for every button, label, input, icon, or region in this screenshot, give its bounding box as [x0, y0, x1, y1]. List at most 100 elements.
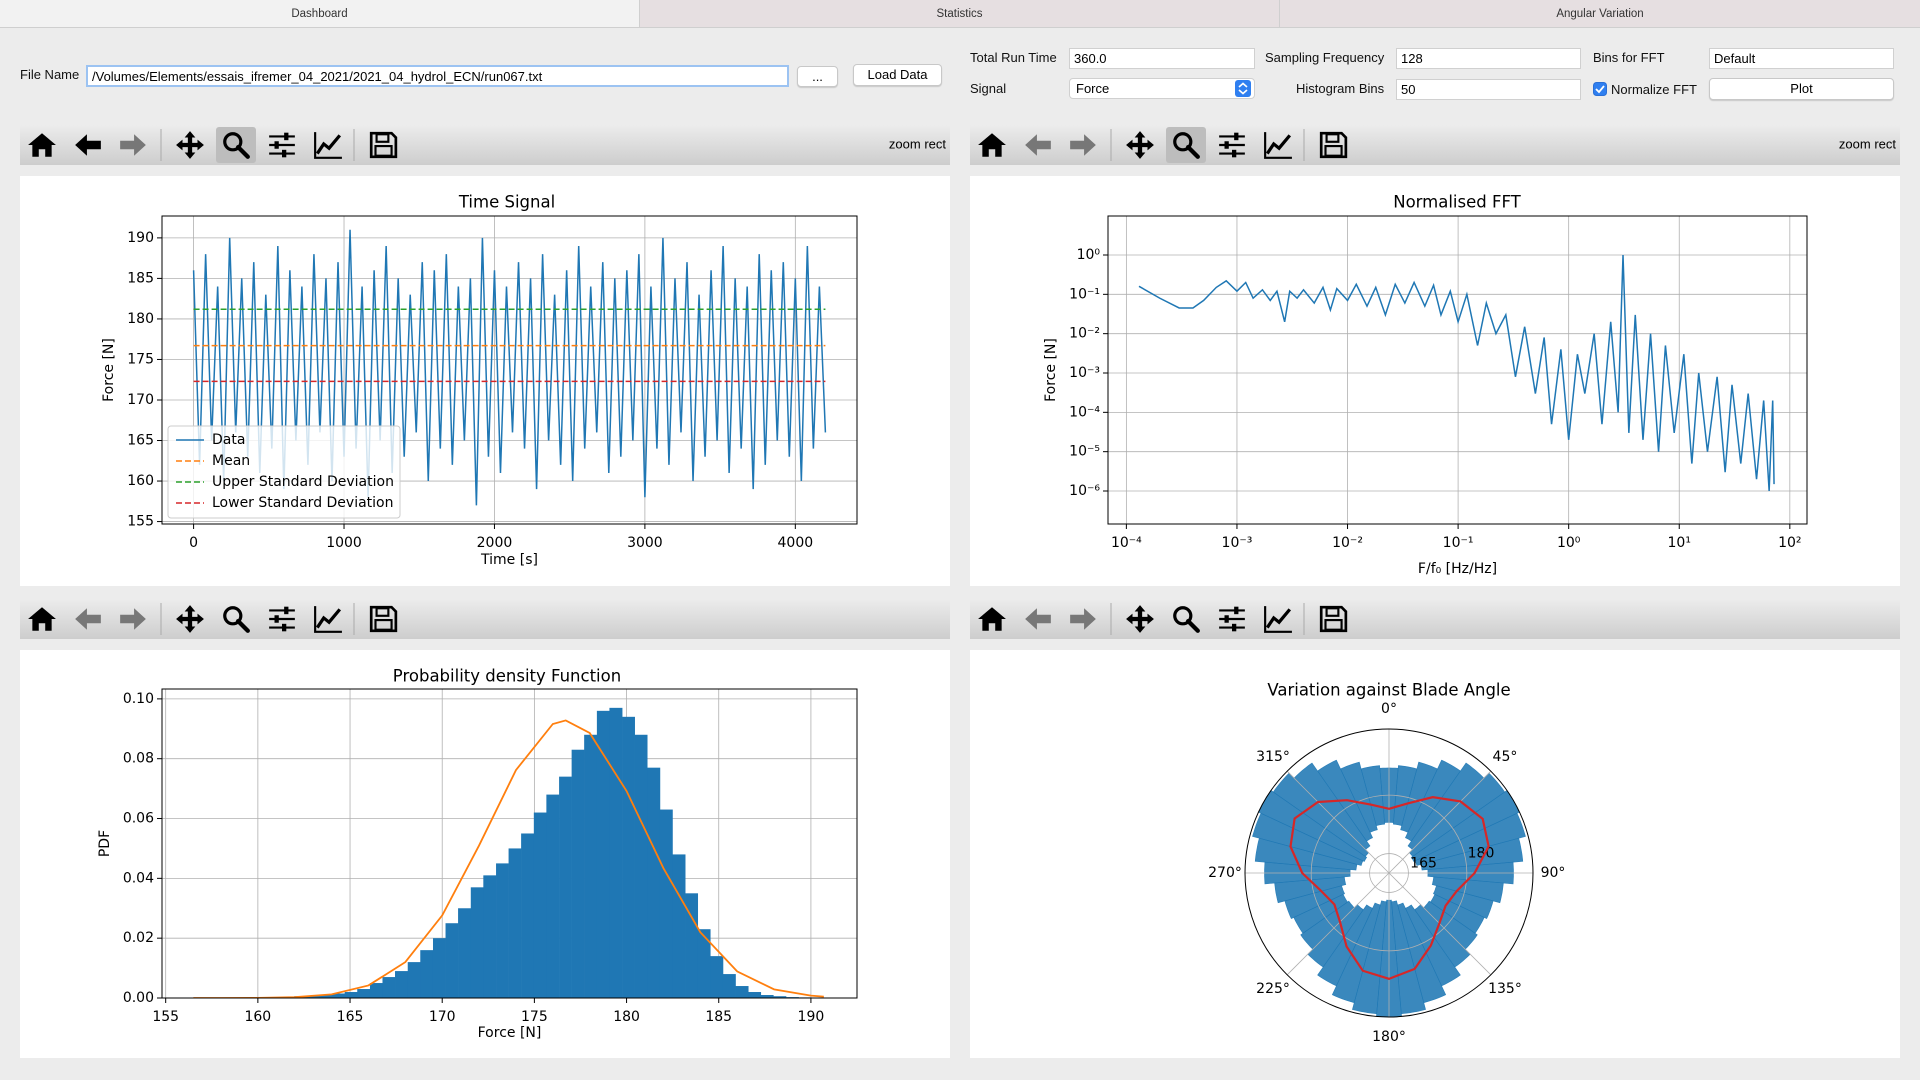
x-tick-label: 0: [189, 535, 198, 551]
histogram-bar: [571, 749, 585, 998]
axes-frame: [1107, 215, 1808, 525]
x-axis-label: Force [N]: [478, 1025, 542, 1041]
histogram-bar: [596, 710, 610, 998]
toolbar: [970, 599, 1900, 639]
y-tick-label: 10⁰: [1077, 247, 1101, 263]
histogram-bar: [647, 767, 661, 998]
grid-spoke: [1286, 872, 1390, 976]
mean-curve: [1289, 796, 1490, 981]
legend-label: Data: [212, 432, 245, 448]
histogram-bar: [483, 875, 497, 998]
chart-title: Probability density Function: [393, 667, 621, 686]
tab[interactable]: Angular Variation: [1280, 0, 1920, 28]
angle-label: 315°: [1256, 749, 1290, 765]
checkbox-box: [1593, 82, 1607, 96]
histogram-bar: [722, 974, 736, 998]
scatter-band: [1300, 900, 1355, 950]
x-tick-label: 3000: [627, 535, 663, 551]
y-tick-label: 165: [127, 433, 154, 449]
density-curve: [193, 719, 824, 998]
x-tick-label: 10⁰: [1557, 535, 1581, 551]
x-tick-label: 180: [613, 1009, 640, 1025]
series-line: [1138, 254, 1775, 492]
file-name-input[interactable]: /Volumes/Elements/essais_ifremer_04_2021…: [86, 65, 789, 87]
grid-circle: [1369, 853, 1409, 893]
histogram-bar: [533, 812, 547, 998]
scatter-band: [1317, 904, 1373, 987]
y-tick-label: 10⁻⁶: [1069, 483, 1100, 499]
histogram-bar: [710, 956, 724, 998]
toolbar-mode: zoom rect: [889, 136, 946, 151]
scatter-band: [1414, 812, 1526, 866]
fft-bins-input[interactable]: Default: [1709, 48, 1894, 69]
x-tick-label: 4000: [778, 535, 814, 551]
scatter-band: [1431, 876, 1504, 904]
histogram-bar: [458, 908, 472, 998]
angle-label: 225°: [1256, 981, 1290, 997]
checkbox[interactable]: [1593, 82, 1607, 96]
plot-button[interactable]: Plot: [1709, 78, 1894, 100]
x-tick-label: 10⁻¹: [1443, 535, 1474, 551]
histogram-bar: [609, 707, 623, 998]
y-tick-label: 170: [127, 392, 154, 408]
scatter-band: [1352, 900, 1387, 1015]
histogram-bar: [584, 734, 598, 998]
toolbar: zoom rect: [20, 125, 950, 165]
load-button[interactable]: Load Data: [853, 64, 942, 86]
run-time-input[interactable]: 360.0: [1069, 48, 1255, 69]
subplots-button[interactable]: [268, 605, 296, 633]
toolbar-bg: [970, 599, 1900, 639]
x-tick-label: 10²: [1778, 535, 1801, 551]
subplots-button[interactable]: [268, 131, 296, 159]
toolbar-bg: [20, 599, 950, 639]
field-label: Sampling Frequency: [1265, 50, 1385, 65]
x-axis-label: Time [s]: [480, 552, 538, 568]
angle-label: 180°: [1372, 1029, 1406, 1045]
legend-label: Lower Standard Deviation: [212, 495, 394, 511]
histogram-bar: [395, 971, 409, 998]
active-tool: [216, 127, 256, 163]
subplots-button[interactable]: [1218, 131, 1246, 159]
tab[interactable]: Dashboard: [0, 0, 640, 28]
scatter-band: [1420, 837, 1524, 871]
x-axis-label: F/f₀ [Hz/Hz]: [1418, 561, 1497, 577]
histogram-bins-input[interactable]: 50: [1396, 79, 1581, 100]
polar-frame: [1244, 728, 1534, 1018]
scatter-band: [1433, 885, 1494, 920]
signal-select[interactable]: Force: [1069, 78, 1255, 99]
x-tick-label: 10⁻³: [1222, 535, 1253, 551]
chart-title: Normalised FFT: [1393, 193, 1521, 212]
axes-frame: [161, 688, 858, 999]
toolbar-bg: [970, 125, 1900, 165]
histogram-bar: [634, 734, 648, 998]
x-tick-label: 10¹: [1668, 535, 1691, 551]
y-tick-label: 10⁻¹: [1069, 286, 1100, 302]
histogram-bar: [622, 716, 635, 998]
browse-button[interactable]: ...: [797, 66, 838, 87]
y-tick-label: 10⁻⁵: [1069, 444, 1100, 460]
angle-label: 45°: [1493, 749, 1518, 765]
angle-label: 90°: [1541, 865, 1566, 881]
angle-label: 135°: [1488, 981, 1522, 997]
sampling-input[interactable]: 128: [1396, 48, 1581, 69]
checkbox-label: Normalize FFT: [1611, 82, 1697, 97]
checkmark: [1595, 85, 1605, 94]
x-tick-label: 155: [152, 1009, 179, 1025]
chart-title: Variation against Blade Angle: [1267, 681, 1510, 700]
histogram-bar: [659, 809, 673, 998]
y-tick-label: 190: [127, 230, 154, 246]
y-tick-label: 0.00: [123, 990, 154, 1006]
histogram-bar: [445, 923, 459, 998]
tab[interactable]: Statistics: [640, 0, 1280, 28]
y-tick-label: 10⁻³: [1069, 365, 1100, 381]
subplots-button[interactable]: [1218, 605, 1246, 633]
grid-circle: [1310, 794, 1468, 952]
histogram-bar: [697, 929, 711, 998]
field-label: Signal: [970, 81, 1007, 96]
x-tick-label: 10⁻²: [1332, 535, 1363, 551]
y-tick-label: 0.04: [123, 870, 154, 886]
histogram-bar: [369, 983, 383, 998]
histogram-bar: [735, 986, 749, 998]
select-stepper: [1235, 80, 1251, 97]
x-tick-label: 2000: [477, 535, 513, 551]
